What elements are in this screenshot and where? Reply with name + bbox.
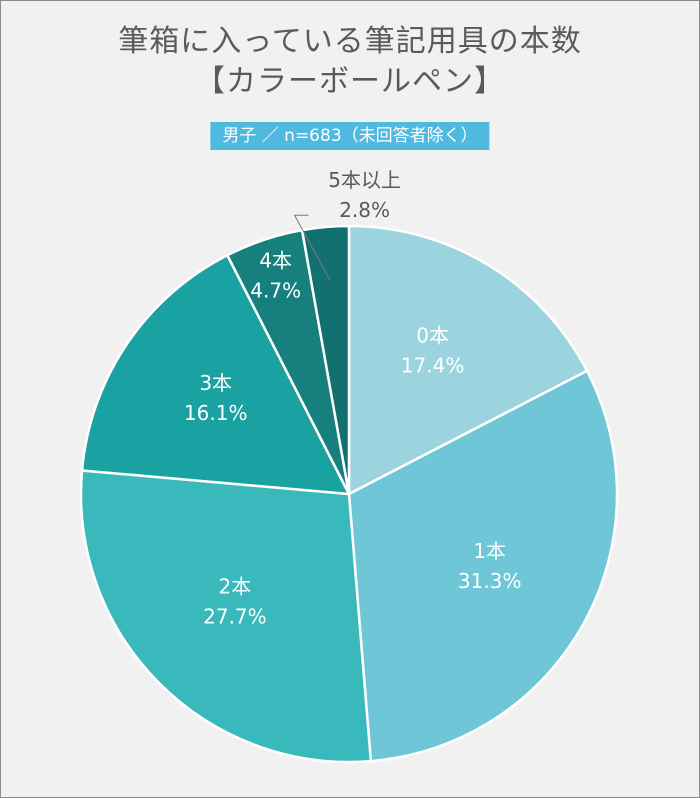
- sample-badge: 男子 ／ n=683（未回答者除く）: [210, 122, 490, 150]
- slice-category-label-5: 5本以上: [328, 168, 401, 192]
- slice-category-label-1: 1本: [473, 539, 506, 563]
- slice-value-label-0: 17.4%: [401, 354, 465, 378]
- slice-value-label-5: 2.8%: [339, 198, 390, 222]
- pie-slice-1: [347, 369, 619, 763]
- slice-value-label-1: 31.3%: [458, 569, 522, 593]
- slice-category-label-3: 3本: [199, 371, 232, 395]
- chart-title-line-2: 【カラーボールペン】: [195, 64, 505, 99]
- pie-slice-3: [80, 253, 351, 496]
- slice-category-label-0: 0本: [416, 324, 449, 348]
- leader-line-5: [293, 214, 331, 281]
- slice-category-label-4: 4本: [259, 249, 292, 273]
- pie-slice-5: [300, 224, 351, 496]
- slice-value-label-3: 16.1%: [184, 401, 248, 425]
- pie-slice-0: [347, 224, 589, 496]
- slice-value-label-2: 27.7%: [203, 604, 267, 628]
- slice-category-label-2: 2本: [219, 574, 252, 598]
- chart-title: 筆箱に入っている筆記用具の本数 【カラーボールペン】: [0, 22, 700, 102]
- slice-value-label-4: 4.7%: [250, 279, 301, 303]
- pie-slice-2: [79, 469, 373, 764]
- chart-title-line-1: 筆箱に入っている筆記用具の本数: [118, 24, 582, 59]
